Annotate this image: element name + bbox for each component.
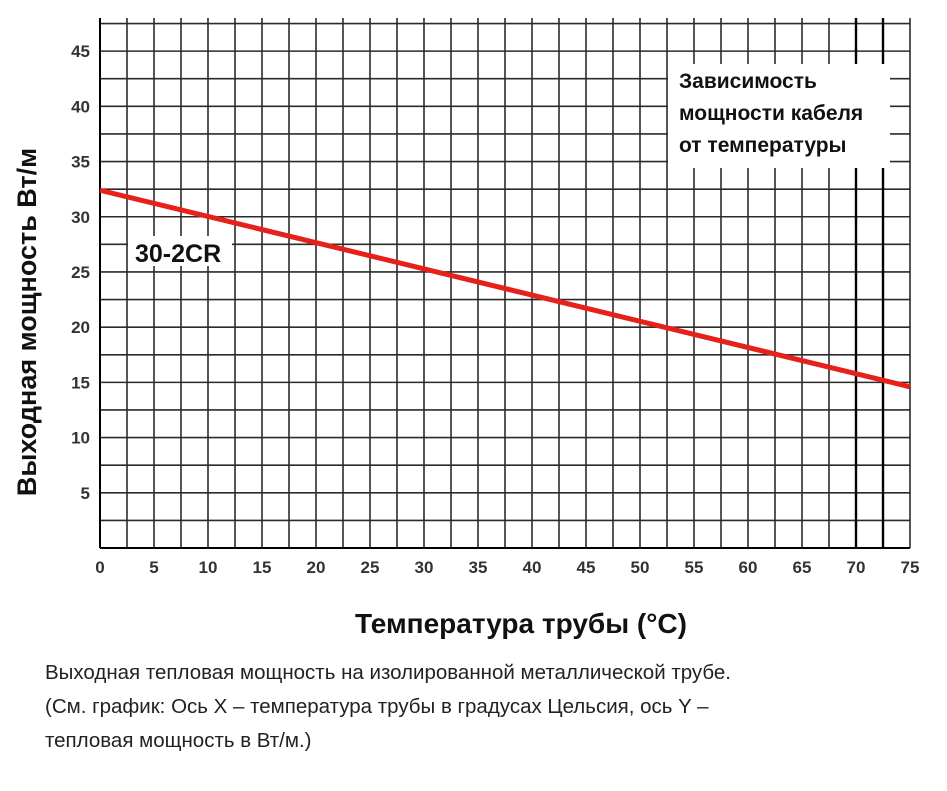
y-tick-label: 5 xyxy=(81,484,90,503)
y-tick-label: 10 xyxy=(71,429,90,448)
x-tick-label: 35 xyxy=(469,558,488,577)
chart: Зависимость мощности кабеля от температу… xyxy=(12,18,919,639)
x-tick-label: 60 xyxy=(739,558,758,577)
y-axis-label: Выходная мощность Вт/м xyxy=(12,148,42,496)
caption-line-1: Выходная тепловая мощность на изолирован… xyxy=(45,661,731,684)
series-label-group: 30-2CR xyxy=(128,236,232,268)
x-tick-label: 0 xyxy=(95,558,104,577)
x-tick-label: 75 xyxy=(901,558,920,577)
annotation-box: Зависимость мощности кабеля от температу… xyxy=(668,64,890,168)
x-tick-label: 20 xyxy=(307,558,326,577)
x-tick-label: 55 xyxy=(685,558,704,577)
annotation-line-1: Зависимость xyxy=(679,70,817,93)
y-tick-label: 35 xyxy=(71,153,90,172)
y-tick-labels: 5 10 15 20 25 30 35 40 45 xyxy=(71,42,90,503)
caption: Выходная тепловая мощность на изолирован… xyxy=(45,656,940,758)
x-tick-label: 5 xyxy=(149,558,158,577)
x-tick-label: 45 xyxy=(577,558,596,577)
chart-axes xyxy=(99,18,910,549)
series-line xyxy=(99,187,911,390)
x-tick-label: 25 xyxy=(361,558,380,577)
annotation-line-3: от температуры xyxy=(679,134,847,157)
x-tick-label: 30 xyxy=(415,558,434,577)
caption-line-2: (См. график: Ось X – температура трубы в… xyxy=(45,695,709,718)
caption-line-3: тепловая мощность в Вт/м.) xyxy=(45,729,312,752)
y-tick-label: 15 xyxy=(71,373,90,392)
y-tick-label: 25 xyxy=(71,263,90,282)
x-tick-labels: 0 5 10 15 20 25 30 35 40 45 50 55 60 65 70 75 xyxy=(95,558,919,577)
x-tick-label: 40 xyxy=(523,558,542,577)
y-tick-label: 45 xyxy=(71,42,90,61)
series-label-background xyxy=(128,236,232,266)
x-tick-label: 70 xyxy=(847,558,866,577)
y-tick-label: 40 xyxy=(71,97,90,116)
annotation-background xyxy=(668,64,890,168)
series-group xyxy=(99,187,911,390)
x-tick-label: 65 xyxy=(793,558,812,577)
x-tick-label: 50 xyxy=(631,558,650,577)
series-label: 30-2CR xyxy=(135,240,221,268)
x-tick-label: 15 xyxy=(253,558,272,577)
x-axis-label: Температура трубы (°C) xyxy=(355,608,687,639)
y-tick-label: 30 xyxy=(71,208,90,227)
x-tick-label: 10 xyxy=(199,558,218,577)
y-tick-label: 20 xyxy=(71,318,90,337)
annotation-line-2: мощности кабеля xyxy=(679,102,863,125)
